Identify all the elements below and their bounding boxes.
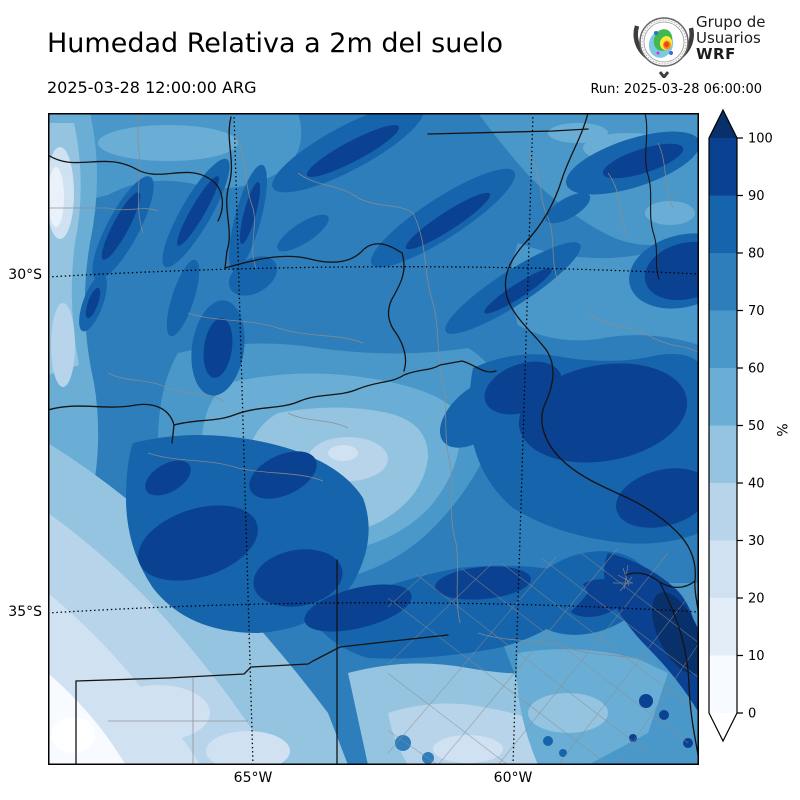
map-border bbox=[48, 113, 699, 765]
lat-tick-30s: 30°S bbox=[8, 267, 42, 283]
wrf-logo-text: Grupo de Usuarios WRF bbox=[696, 14, 766, 62]
colorbar-segments bbox=[709, 138, 737, 713]
colorbar-unit-label: % bbox=[773, 423, 789, 436]
svg-text:50: 50 bbox=[748, 419, 765, 434]
svg-text:100: 100 bbox=[748, 132, 773, 147]
lat-tick-35s: 35°S bbox=[8, 604, 42, 620]
country-borders-layer bbox=[48, 113, 699, 765]
logo-line-3: WRF bbox=[696, 45, 736, 63]
colorbar: 100 90 80 70 60 50 40 30 20 10 0 % bbox=[708, 108, 789, 743]
humidity-field-layer bbox=[48, 113, 699, 765]
svg-text:80: 80 bbox=[748, 247, 765, 262]
svg-text:20: 20 bbox=[748, 592, 765, 607]
lon-tick-65w: 65°W bbox=[233, 770, 273, 786]
colorbar-under-arrow bbox=[709, 713, 737, 741]
run-time-label: Run: 2025-03-28 06:00:00 bbox=[590, 82, 762, 97]
valid-time-label: 2025-03-28 12:00:00 ARG bbox=[47, 78, 257, 97]
svg-text:60: 60 bbox=[748, 362, 765, 377]
logo-line-1: Grupo de bbox=[696, 13, 766, 31]
colorbar-tickmarks bbox=[737, 137, 743, 714]
wrf-logo-icon bbox=[633, 17, 694, 78]
lon-tick-60w: 60°W bbox=[493, 770, 533, 786]
logo-line-2: Usuarios bbox=[696, 29, 761, 47]
colorbar-tick-labels: 100 90 80 70 60 50 40 30 20 10 0 bbox=[748, 132, 773, 722]
province-borders-layer bbox=[48, 113, 699, 765]
svg-text:10: 10 bbox=[748, 649, 765, 664]
svg-text:90: 90 bbox=[748, 189, 765, 204]
page-title: Humedad Relativa a 2m del suelo bbox=[47, 28, 503, 59]
svg-text:0: 0 bbox=[748, 707, 756, 722]
svg-text:70: 70 bbox=[748, 304, 765, 319]
svg-text:30: 30 bbox=[748, 534, 765, 549]
graticule-layer bbox=[48, 113, 699, 765]
svg-text:40: 40 bbox=[748, 477, 765, 492]
humidity-map bbox=[48, 113, 699, 765]
colorbar-over-arrow bbox=[709, 110, 737, 138]
